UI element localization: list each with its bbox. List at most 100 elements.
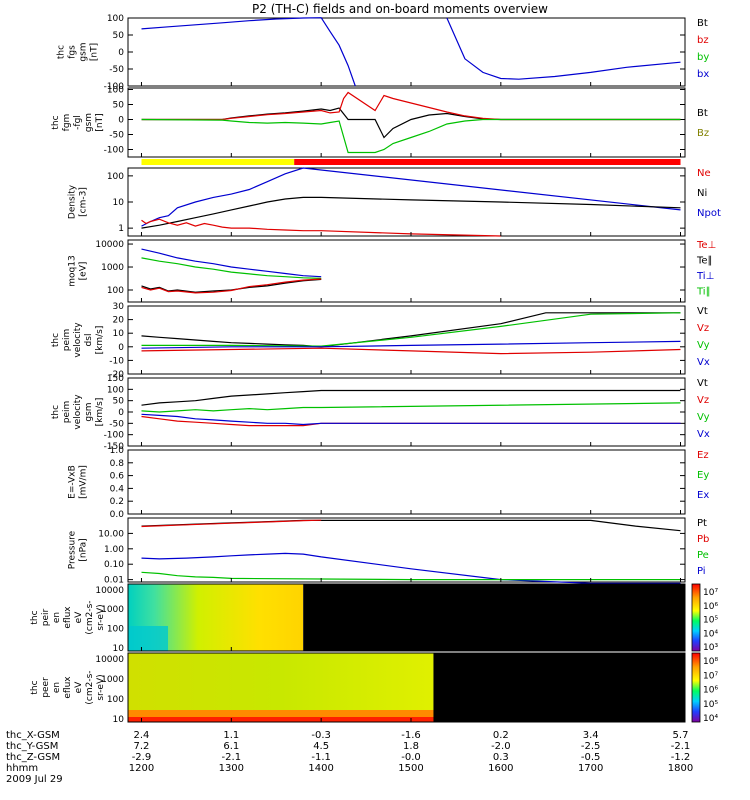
y-tick-label: 150 xyxy=(107,374,124,384)
y-tick-label: 0 xyxy=(118,408,124,418)
x-row-label: hhmm xyxy=(6,763,38,774)
y-axis-label: [cm-3] xyxy=(79,187,89,217)
legend-label: Ti∥ xyxy=(696,287,711,298)
y-axis-label: eV xyxy=(74,611,84,624)
y-axis-label: (cm2-s- xyxy=(85,670,95,704)
y-axis-label: thc xyxy=(51,405,61,419)
y-tick-label: 10000 xyxy=(95,655,124,665)
y-axis-label: sr-eV) xyxy=(96,604,106,630)
date-label: 2009 Jul 29 xyxy=(6,774,63,785)
y-tick-label: -100 xyxy=(104,431,125,441)
series-line-Vy xyxy=(141,312,681,347)
legend-label: Ey xyxy=(697,470,709,481)
x-tick-label: 0.2 xyxy=(493,730,509,741)
y-axis-label: -fgl xyxy=(73,115,83,130)
y-axis-label: peer xyxy=(41,677,51,698)
y-axis-label: [nT] xyxy=(90,43,100,61)
x-tick-label: -2.1 xyxy=(222,752,242,763)
y-axis-label: eflux xyxy=(63,676,73,699)
y-axis-label: en xyxy=(52,682,62,693)
colorbar-tick-label: 10⁶ xyxy=(703,686,718,696)
x-tick-label: -1.1 xyxy=(311,752,331,763)
x-tick-label: 1500 xyxy=(398,763,423,774)
y-axis-label: thc xyxy=(51,115,61,129)
y-tick-label: 1.00 xyxy=(104,545,124,555)
x-tick-label: -2.1 xyxy=(671,741,691,752)
y-tick-label: 1000 xyxy=(101,675,124,685)
y-axis-label: sr-eV) xyxy=(96,674,106,700)
y-axis-label: (cm2-s- xyxy=(85,600,95,634)
x-row-label: thc_X-GSM xyxy=(6,730,60,741)
status-bar-segment-1 xyxy=(294,159,681,165)
y-tick-label: 50 xyxy=(113,101,125,111)
y-tick-label: 10 xyxy=(113,644,125,654)
x-row-label: thc_Y-GSM xyxy=(6,741,58,752)
y-tick-label: -150 xyxy=(104,442,125,452)
y-tick-label: -50 xyxy=(109,419,124,429)
panel-frame-1 xyxy=(127,87,686,158)
y-axis-label: eflux xyxy=(63,606,73,629)
y-tick-label: 10 xyxy=(113,198,125,208)
y-axis-label: peir xyxy=(41,608,51,626)
legend-label: Pb xyxy=(697,534,709,545)
y-axis-label: [km/s] xyxy=(95,326,105,355)
series-line-Ti∥ xyxy=(141,257,322,279)
colorbar-tick-label: 10⁷ xyxy=(703,588,718,598)
y-tick-label: 100 xyxy=(107,625,124,635)
y-tick-label: 0.8 xyxy=(110,459,125,469)
panel-frame-3 xyxy=(127,167,686,237)
panel-frame-6 xyxy=(127,377,686,447)
legend-label: Bt xyxy=(697,108,708,119)
y-axis-label: velocity xyxy=(73,394,83,430)
y-tick-label: 10000 xyxy=(95,586,124,596)
y-tick-label: 10000 xyxy=(95,240,124,250)
y-axis-label: moq13 xyxy=(68,255,78,286)
panel-frame-9 xyxy=(127,583,686,652)
y-tick-label: 0.6 xyxy=(110,472,125,482)
panel-frame-0 xyxy=(127,17,686,87)
y-tick-label: 0 xyxy=(118,116,124,126)
legend-label: Vz xyxy=(697,323,709,334)
legend-label: Pi xyxy=(697,566,706,577)
y-tick-label: 0.2 xyxy=(110,497,124,507)
y-tick-label: 100 xyxy=(107,385,124,395)
legend-label: Ez xyxy=(697,450,709,461)
x-tick-label: 1800 xyxy=(668,763,693,774)
panel-frame-5 xyxy=(127,305,686,375)
legend-label: Vy xyxy=(697,340,710,351)
y-tick-label: 1000 xyxy=(101,263,124,273)
y-axis-label: [mV/m] xyxy=(79,465,89,499)
legend-label: Vt xyxy=(697,378,708,389)
y-tick-label: -20 xyxy=(109,370,124,380)
y-axis-label: fgm xyxy=(62,114,72,132)
x-tick-label: 1600 xyxy=(488,763,513,774)
x-tick-label: -0.0 xyxy=(401,752,421,763)
y-axis-label: velocity xyxy=(73,322,83,358)
x-tick-label: 1400 xyxy=(308,763,333,774)
colorbar xyxy=(691,652,701,723)
x-tick-label: 1700 xyxy=(578,763,603,774)
x-tick-label: -0.5 xyxy=(581,752,601,763)
spectrogram-cyan-region xyxy=(128,626,168,651)
y-axis-label: Density xyxy=(68,184,78,219)
y-tick-label: 50 xyxy=(113,31,125,41)
y-axis-label: fgs xyxy=(68,45,78,59)
legend-label: Ti⊥ xyxy=(696,271,714,282)
y-tick-label: 10 xyxy=(113,329,125,339)
y-axis-label: [km/s] xyxy=(95,398,105,427)
legend-label: Ni xyxy=(697,188,707,199)
legend-label: Pe xyxy=(697,550,709,561)
series-line-Pi xyxy=(141,552,681,584)
series-line-Vz xyxy=(141,347,681,355)
legend-label: bz xyxy=(697,35,709,46)
legend-label: Vx xyxy=(697,429,710,440)
y-tick-label: 0.0 xyxy=(110,510,125,520)
y-tick-label: 0.01 xyxy=(104,576,124,586)
series-line-bx xyxy=(141,17,681,87)
panel-frame-10 xyxy=(127,652,686,723)
y-axis-label: E=-VxB xyxy=(68,465,78,499)
legend-label: Te⊥ xyxy=(696,240,716,251)
spectrogram-low-energy-core xyxy=(128,717,434,722)
y-tick-label: 100 xyxy=(107,172,124,182)
